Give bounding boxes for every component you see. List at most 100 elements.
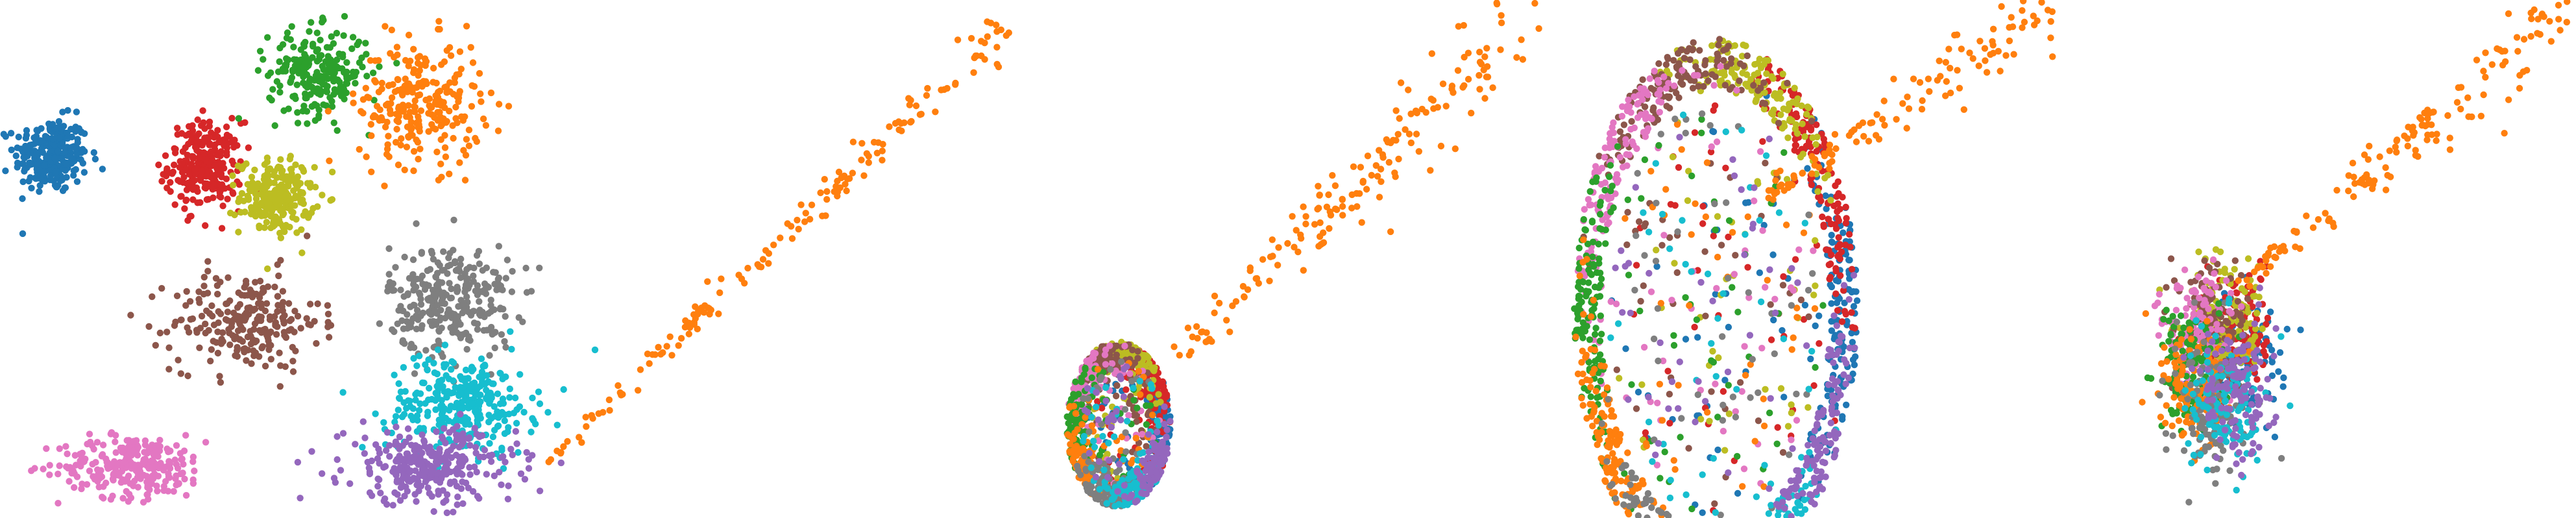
scatter-point bbox=[1849, 356, 1857, 364]
scatter-point bbox=[1339, 195, 1346, 203]
scatter-point bbox=[1706, 417, 1713, 425]
scatter-point bbox=[486, 352, 493, 359]
scatter-point bbox=[314, 203, 321, 210]
scatter-point bbox=[1679, 67, 1686, 74]
scatter-point bbox=[635, 387, 642, 394]
scatter-point bbox=[441, 341, 449, 349]
scatter-point bbox=[1681, 55, 1688, 62]
scatter-point bbox=[1121, 493, 1128, 500]
scatter-point bbox=[970, 69, 977, 77]
scatter-point bbox=[502, 313, 509, 320]
scatter-point bbox=[1363, 186, 1370, 193]
scatter-point bbox=[100, 495, 107, 502]
scatter-point bbox=[143, 491, 151, 499]
scatter-point bbox=[86, 467, 93, 475]
scatter-point bbox=[436, 479, 444, 486]
scatter-point bbox=[1685, 445, 1692, 452]
scatter-point bbox=[1095, 493, 1102, 500]
scatter-point bbox=[302, 90, 309, 97]
scatter-point bbox=[294, 119, 302, 127]
scatter-point bbox=[443, 509, 451, 517]
scatter-point bbox=[1653, 247, 1660, 254]
scatter-point bbox=[56, 462, 63, 469]
scatter-point bbox=[1708, 388, 1715, 395]
scatter-point bbox=[173, 461, 180, 468]
scatter-point bbox=[971, 54, 978, 62]
scatter-point bbox=[1742, 199, 1749, 206]
scatter-point bbox=[202, 439, 210, 446]
scatter-point bbox=[61, 144, 68, 151]
scatter-point bbox=[125, 443, 132, 450]
scatter-point bbox=[1147, 469, 1154, 476]
scatter-point bbox=[502, 343, 509, 351]
scatter-point bbox=[1686, 56, 1694, 64]
scatter-point bbox=[265, 178, 273, 185]
scatter-point bbox=[387, 110, 395, 117]
scatter-point bbox=[260, 56, 267, 63]
scatter-point bbox=[1784, 79, 1791, 87]
scatter-point bbox=[398, 307, 406, 314]
scatter-point bbox=[443, 491, 451, 499]
scatter-point bbox=[413, 481, 420, 489]
scatter-point bbox=[1448, 85, 1455, 93]
scatter-point bbox=[398, 482, 406, 489]
scatter-point bbox=[428, 247, 435, 255]
scatter-point bbox=[56, 445, 64, 452]
scatter-point bbox=[395, 161, 402, 169]
scatter-point bbox=[365, 94, 372, 101]
scatter-point bbox=[1394, 130, 1402, 138]
scatter-point bbox=[735, 271, 742, 278]
scatter-point bbox=[228, 157, 236, 165]
scatter-point bbox=[361, 434, 369, 441]
scatter-point bbox=[1226, 328, 1233, 336]
scatter-point bbox=[1791, 147, 1798, 154]
scatter-point bbox=[402, 75, 409, 82]
scatter-point bbox=[1483, 63, 1491, 70]
scatter-point bbox=[1099, 432, 1106, 440]
scatter-point bbox=[463, 304, 470, 311]
scatter-point bbox=[1110, 433, 1118, 440]
scatter-point bbox=[1794, 95, 1801, 103]
scatter-point bbox=[328, 97, 335, 105]
scatter-point bbox=[204, 173, 211, 180]
scatter-point bbox=[278, 174, 286, 181]
scatter-point bbox=[420, 379, 428, 387]
scatter-point bbox=[808, 201, 816, 208]
scatter-point bbox=[502, 275, 509, 282]
scatter-point bbox=[1675, 164, 1683, 171]
scatter-point bbox=[1333, 206, 1341, 214]
scatter-point bbox=[375, 445, 382, 452]
scatter-point bbox=[512, 428, 520, 435]
scatter-point bbox=[1637, 111, 1645, 118]
scatter-point bbox=[544, 409, 552, 416]
scatter-point bbox=[1132, 499, 1139, 506]
scatter-point bbox=[1171, 343, 1178, 351]
scatter-point bbox=[1780, 393, 1788, 401]
scatter-point bbox=[359, 443, 366, 451]
scatter-point bbox=[50, 177, 58, 184]
scatter-point bbox=[202, 329, 209, 337]
scatter-point bbox=[1836, 241, 1843, 248]
scatter-point bbox=[1392, 107, 1400, 114]
scatter-point bbox=[413, 412, 421, 419]
scatter-point bbox=[308, 19, 315, 26]
scatter-point bbox=[256, 222, 263, 230]
scatter-point bbox=[174, 125, 181, 132]
scatter-point bbox=[295, 69, 302, 77]
scatter-point bbox=[823, 188, 831, 195]
scatter-point bbox=[250, 352, 258, 360]
scatter-point bbox=[228, 323, 235, 330]
scatter-point bbox=[317, 36, 324, 43]
scatter-point bbox=[396, 433, 404, 441]
scatter-point bbox=[367, 121, 374, 128]
scatter-point bbox=[215, 138, 223, 145]
scatter-point bbox=[1157, 441, 1164, 449]
scatter-point bbox=[462, 366, 470, 374]
scatter-point bbox=[413, 220, 420, 227]
scatter-point bbox=[1770, 316, 1777, 324]
scatter-point bbox=[324, 108, 332, 115]
scatter-point bbox=[393, 43, 401, 51]
scatter-point bbox=[271, 283, 278, 291]
scatter-point bbox=[214, 349, 222, 357]
scatter-point bbox=[1736, 379, 1744, 386]
